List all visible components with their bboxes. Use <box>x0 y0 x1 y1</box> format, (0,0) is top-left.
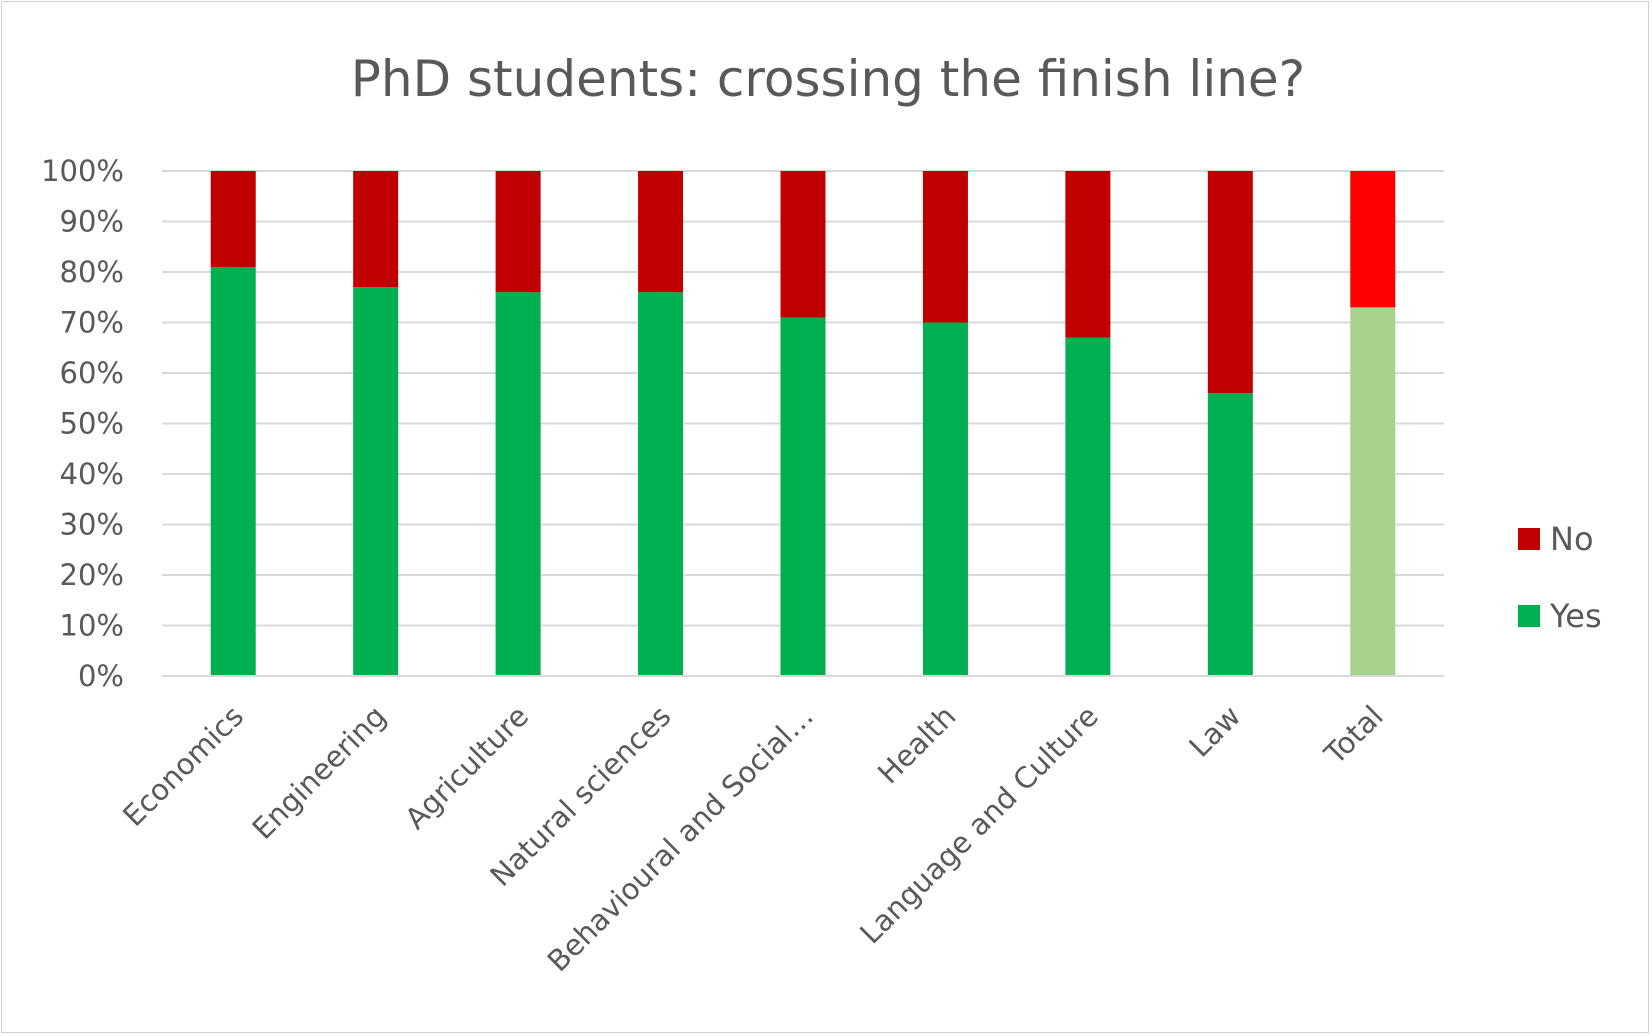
x-category-label: Total <box>1317 699 1390 772</box>
y-tick-label: 60% <box>60 356 124 390</box>
bar-no <box>353 171 399 288</box>
y-tick-label: 70% <box>60 306 124 340</box>
x-category-label: Language and Culture <box>853 699 1105 951</box>
legend-label-no: No <box>1550 520 1594 558</box>
y-tick-label: 40% <box>60 457 124 491</box>
x-category-label: Agriculture <box>398 699 535 836</box>
bar-no <box>1207 171 1253 394</box>
y-tick-label: 80% <box>60 255 124 289</box>
bar-yes <box>1207 393 1253 676</box>
bar-yes <box>1065 337 1111 676</box>
bar-no <box>495 171 541 293</box>
bar-yes <box>495 292 541 676</box>
chart-title: PhD students: crossing the finish line? <box>351 50 1305 108</box>
legend-swatch-yes <box>1518 605 1540 627</box>
bar-yes <box>353 287 399 676</box>
bar-no <box>922 171 968 323</box>
y-tick-label: 20% <box>60 558 124 592</box>
bar-no <box>210 171 256 267</box>
bar-no <box>1350 171 1396 308</box>
x-category-label: Engineering <box>246 699 393 846</box>
y-axis-tick-labels: 0% 10% 20% 30% 40% 50% 60% 70% 80% 90% 100% <box>41 154 124 693</box>
y-tick-label: 90% <box>60 205 124 239</box>
x-category-label: Law <box>1182 699 1247 764</box>
bar-yes <box>210 266 256 676</box>
bar-yes <box>780 317 826 676</box>
bar-yes <box>1350 307 1396 676</box>
y-tick-label: 10% <box>60 609 124 643</box>
x-category-label: Health <box>871 699 962 790</box>
y-tick-label: 100% <box>41 154 124 188</box>
x-category-label: Economics <box>116 699 250 833</box>
y-tick-label: 50% <box>60 407 124 441</box>
bars <box>210 171 1396 676</box>
bar-yes <box>638 292 684 676</box>
x-category-label: Behavioural and Social… <box>541 699 820 978</box>
bar-yes <box>922 322 968 676</box>
legend-label-yes: Yes <box>1549 597 1602 635</box>
legend: No Yes <box>1518 520 1602 635</box>
y-tick-label: 0% <box>78 659 124 693</box>
legend-swatch-no <box>1518 528 1540 550</box>
bar-no <box>1065 171 1111 338</box>
bar-no <box>638 171 684 293</box>
y-tick-label: 30% <box>60 508 124 542</box>
bar-no <box>780 171 826 318</box>
